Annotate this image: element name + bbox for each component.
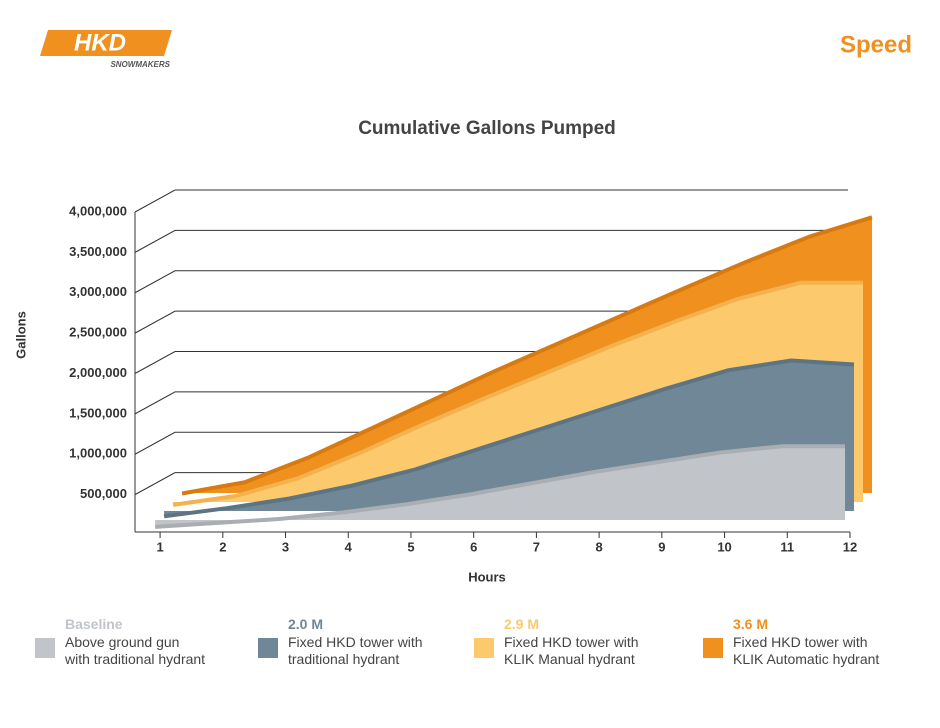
y-axis-label: Gallons — [13, 311, 28, 359]
section-title: Speed — [840, 31, 912, 58]
legend-heading: 2.9 M — [504, 616, 540, 632]
x-tick-label: 11 — [780, 539, 794, 554]
legend-label: Fixed HKD tower with KLIK Automatic hydr… — [733, 634, 880, 667]
x-tick-label: 6 — [470, 539, 477, 554]
y-tick-label: 3,500,000 — [69, 244, 127, 259]
legend-heading: 2.0 M — [288, 616, 324, 632]
legend-heading: Baseline — [65, 616, 123, 632]
legend-item: 3.6 M Fixed HKD tower with KLIK Automatic… — [703, 616, 913, 668]
legend-swatch — [474, 638, 494, 658]
grid-line — [134, 270, 848, 294]
x-tick-label: 12 — [843, 539, 857, 554]
logo: HKD — [74, 29, 126, 56]
y-tick-label: 1,500,000 — [69, 405, 127, 420]
area-edge — [172, 280, 863, 507]
x-tick-label: 3 — [282, 539, 289, 554]
area — [155, 446, 846, 527]
legend-swatch — [258, 638, 278, 658]
legend-label: Fixed HKD tower with KLIK Manual hydrant — [504, 634, 639, 667]
legend-label: Fixed HKD tower with traditional hydrant — [288, 634, 423, 667]
y-tick-label: 500,000 — [80, 486, 127, 501]
legend-swatch — [703, 638, 723, 658]
x-tick-label: 9 — [658, 539, 665, 554]
y-tick-label: 4,000,000 — [69, 203, 127, 218]
legend-swatch — [35, 638, 55, 658]
x-tick-label: 2 — [219, 539, 226, 554]
x-tick-label: 5 — [407, 539, 414, 554]
logo-badge — [40, 30, 172, 56]
chart: HKD SNOWMAKERS Speed Cumulative Gallons … — [13, 29, 912, 584]
grid-line — [134, 310, 848, 334]
x-axis-label: Hours — [468, 569, 506, 584]
legend-item: 2.0 M Fixed HKD tower with traditional hy… — [258, 616, 468, 668]
area-edge — [154, 444, 845, 529]
logo-sub: SNOWMAKERS — [110, 60, 170, 69]
y-tick-label: 2,500,000 — [69, 325, 127, 340]
legend-item: Baseline Above ground gun with traditiona… — [35, 616, 245, 668]
x-tick-label: 8 — [596, 539, 603, 554]
y-tick-label: 3,000,000 — [69, 284, 127, 299]
grid-line — [134, 229, 848, 253]
x-tick-label: 1 — [156, 539, 163, 554]
x-tick-label: 4 — [345, 539, 353, 554]
area-edge — [181, 215, 873, 496]
legend-heading: 3.6 M — [733, 616, 769, 632]
grid-line — [134, 189, 848, 213]
area-edge — [163, 358, 855, 519]
legend-item: 2.9 M Fixed HKD tower with KLIK Manual hy… — [474, 616, 684, 668]
x-tick-label: 7 — [533, 539, 540, 554]
y-tick-label: 1,000,000 — [69, 446, 127, 461]
x-tick-label: 10 — [717, 539, 731, 554]
chart-title: Cumulative Gallons Pumped — [358, 118, 616, 139]
y-tick-label: 2,000,000 — [69, 365, 127, 380]
legend-label: Above ground gun with traditional hydran… — [65, 634, 206, 667]
